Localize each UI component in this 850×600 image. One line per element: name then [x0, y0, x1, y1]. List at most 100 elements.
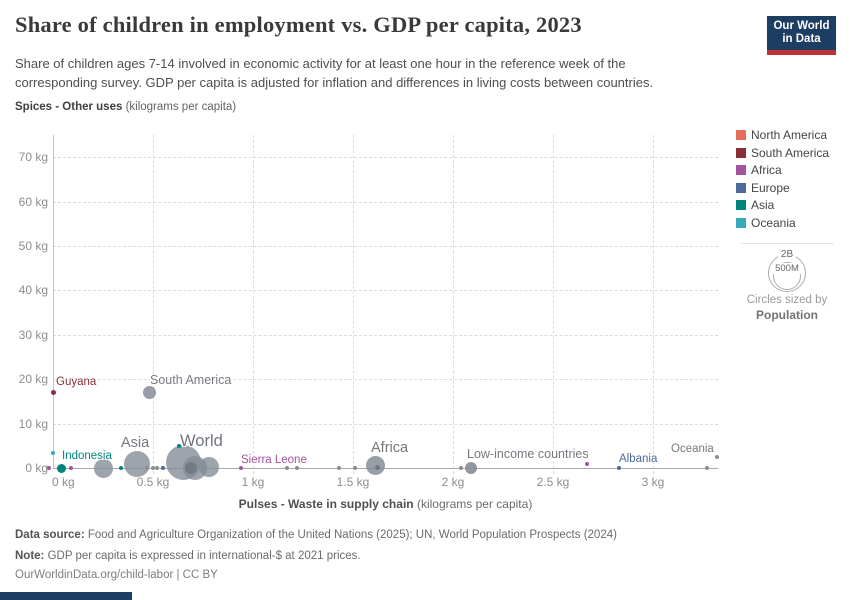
scatter-point[interactable]: [47, 466, 51, 470]
scatter-point[interactable]: [50, 450, 56, 456]
horizontal-gridline: [53, 157, 718, 159]
chart-subtitle: Share of children ages 7-14 involved in …: [15, 54, 653, 92]
size-caption-emphasis: Population: [756, 308, 818, 322]
size-caption: Circles sized by: [746, 294, 828, 306]
size-label-2b: 2B: [777, 249, 797, 260]
entity-label-world[interactable]: World: [180, 432, 223, 450]
scatter-point-oceania[interactable]: [715, 455, 719, 460]
vertical-gridline: [653, 135, 654, 474]
horizontal-gridline: [53, 246, 718, 247]
scatter-point[interactable]: [185, 462, 197, 474]
x-tick-label: 2 kg: [441, 475, 465, 489]
y-axis-title-unit: (kilograms per capita): [122, 101, 237, 113]
note-text: GDP per capita is expressed in internati…: [44, 550, 361, 562]
subtitle-line-1: Share of children ages 7-14 involved in …: [15, 56, 626, 71]
scatter-point-indonesia[interactable]: [56, 463, 66, 473]
y-axis-title: Spices - Other uses (kilograms per capit…: [15, 101, 236, 113]
y-axis-title-metric: Spices - Other uses: [15, 101, 123, 113]
scatter-point[interactable]: [705, 466, 709, 470]
entity-label-indonesia[interactable]: Indonesia: [62, 450, 112, 462]
legend-item-north-america[interactable]: North America: [736, 129, 829, 142]
scatter-point-guyana[interactable]: [50, 390, 56, 396]
scatter-point[interactable]: [374, 465, 380, 471]
legend-item-asia[interactable]: Asia: [736, 199, 829, 212]
vertical-gridline: [553, 135, 554, 474]
y-tick-label: 20 kg: [18, 372, 48, 387]
scatter-point[interactable]: [151, 466, 155, 470]
legend-label: Oceania: [751, 215, 796, 230]
legend-swatch: [736, 130, 746, 140]
scatter-point-albania[interactable]: [616, 465, 622, 471]
horizontal-gridline: [53, 423, 718, 425]
entity-label-south-america[interactable]: South America: [150, 373, 232, 387]
color-legend: North America South America Africa Europe As…: [736, 129, 829, 234]
legend-item-oceania[interactable]: Oceania: [736, 215, 829, 230]
horizontal-gridline: [53, 290, 718, 292]
scatter-point-south-america[interactable]: [142, 386, 156, 400]
scatter-point[interactable]: [337, 466, 341, 470]
legend-divider: [740, 243, 834, 244]
legend-swatch: [736, 147, 746, 158]
legend-swatch: [736, 182, 746, 193]
scatter-point[interactable]: [585, 462, 589, 466]
legend-label: South America: [751, 145, 830, 160]
scatter-point[interactable]: [93, 458, 113, 478]
subtitle-line-2: corresponding survey. GDP per capita is …: [15, 75, 654, 90]
note-line: Note: GDP per capita is expressed in int…: [15, 550, 361, 562]
y-tick-label: 70 kg: [18, 150, 48, 165]
logo-red-bar: [767, 50, 836, 55]
scatter-point-asia[interactable]: [124, 451, 150, 477]
entity-label-oceania[interactable]: Oceania: [671, 443, 714, 455]
owid-logo-text: Our World in Data: [767, 16, 836, 46]
scatter-point[interactable]: [161, 466, 165, 470]
bottom-progress-bar: [0, 592, 132, 600]
logo-line-2: in Data: [782, 33, 821, 45]
entity-label-africa[interactable]: Africa: [371, 440, 409, 456]
data-source-line: Data source: Food and Agriculture Organi…: [15, 529, 617, 541]
vertical-gridline: [453, 135, 454, 474]
citation-link[interactable]: OurWorldinData.org/child-labor | CC BY: [15, 569, 218, 581]
entity-label-sierra-leone[interactable]: Sierra Leone: [241, 454, 307, 466]
y-tick-label: 0 kg: [25, 461, 48, 475]
scatter-point[interactable]: [155, 466, 159, 470]
scatter-point[interactable]: [459, 466, 463, 470]
entity-label-low-income-countries[interactable]: Low-income countries: [467, 447, 589, 461]
scatter-point[interactable]: [119, 466, 123, 470]
entity-label-albania[interactable]: Albania: [619, 453, 658, 465]
legend-item-europe[interactable]: Europe: [736, 180, 829, 195]
x-tick-label: 0 kg: [52, 475, 75, 489]
scatter-point[interactable]: [145, 466, 149, 470]
y-tick-label: 30 kg: [18, 327, 48, 342]
scatter-point[interactable]: [199, 457, 219, 478]
note-prefix: Note:: [15, 550, 45, 562]
x-axis-title-metric: Pulses - Waste in supply chain: [238, 497, 414, 511]
legend-label: Africa: [751, 163, 782, 177]
y-tick-label: 50 kg: [18, 239, 48, 253]
vertical-gridline: [253, 135, 254, 474]
legend-item-south-america[interactable]: South America: [736, 145, 830, 160]
horizontal-gridline: [53, 379, 718, 381]
scatter-point[interactable]: [176, 444, 182, 449]
legend-label: North America: [751, 128, 828, 142]
scatter-point-low-income-countries[interactable]: [465, 462, 477, 474]
x-tick-label: 3 kg: [641, 475, 665, 489]
scatter-point[interactable]: [285, 466, 289, 470]
entity-label-guyana[interactable]: Guyana: [56, 376, 97, 388]
scatter-point[interactable]: [69, 466, 73, 470]
y-tick-label: 40 kg: [18, 283, 48, 298]
scatter-point-sierra-leone[interactable]: [238, 465, 244, 471]
scatter-point[interactable]: [295, 466, 299, 470]
owid-logo[interactable]: Our World in Data: [767, 16, 836, 55]
legend-label: Asia: [751, 198, 775, 212]
scatter-point[interactable]: [353, 466, 357, 470]
legend-swatch: [736, 200, 746, 210]
data-source-prefix: Data source:: [15, 529, 85, 541]
legend-label: Europe: [751, 180, 790, 195]
y-tick-label: 60 kg: [18, 194, 48, 209]
entity-label-asia[interactable]: Asia: [121, 435, 150, 451]
x-axis-line: [53, 468, 718, 469]
legend-item-africa[interactable]: Africa: [736, 164, 829, 177]
vertical-gridline: [353, 135, 354, 474]
